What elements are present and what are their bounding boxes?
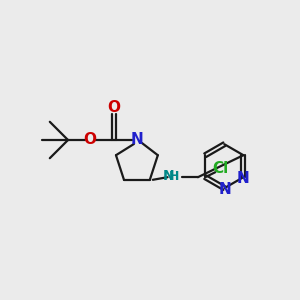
Text: O: O [107, 100, 120, 116]
Text: O: O [84, 133, 97, 148]
Text: Cl: Cl [212, 161, 228, 176]
Text: N: N [163, 169, 174, 183]
Text: N: N [237, 171, 250, 186]
Text: H: H [169, 170, 180, 183]
Text: N: N [219, 182, 232, 197]
Text: N: N [130, 133, 143, 148]
